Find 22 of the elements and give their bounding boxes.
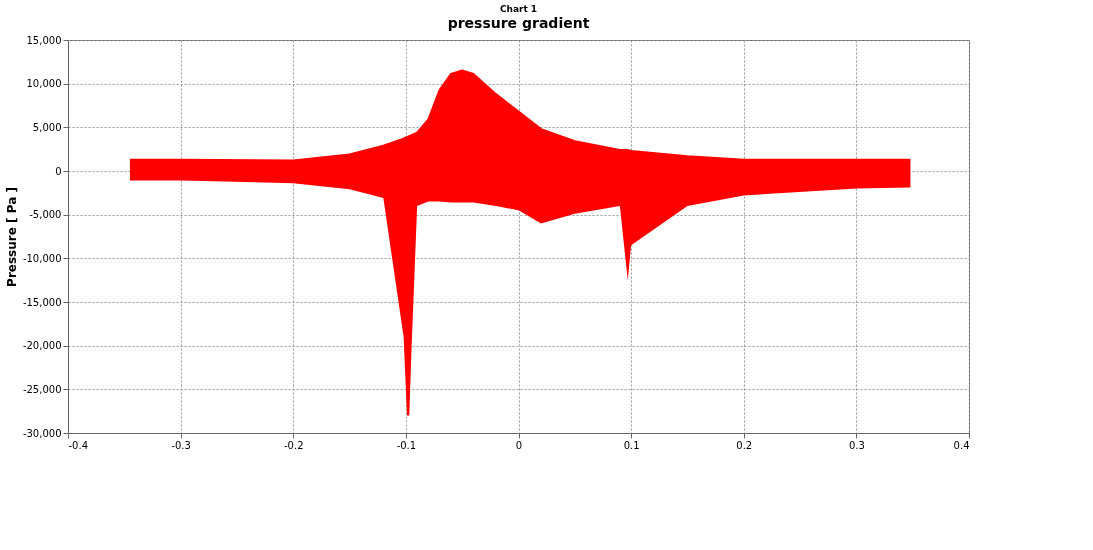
x-tick-label: 0.1	[623, 439, 640, 451]
y-tick-label: -25,000	[22, 383, 62, 395]
x-tick-label: -0.2	[283, 439, 304, 451]
y-tick-label: -5,000	[29, 209, 62, 221]
chart-title: Chart 1	[499, 4, 538, 14]
x-tick-label: 0.4	[953, 439, 970, 451]
y-tick-label: -30,000	[22, 427, 62, 439]
x-tick-label: -0.1	[396, 439, 417, 451]
x-tick-label: -0.4	[68, 439, 89, 451]
y-tick-label: 15,000	[26, 34, 62, 46]
y-tick-label: 5,000	[32, 121, 62, 133]
y-tick-label: 10,000	[26, 78, 62, 90]
x-tick-label: 0	[515, 439, 523, 451]
chart-subtitle: pressure gradient	[447, 15, 590, 31]
y-tick-label: -10,000	[22, 252, 62, 264]
y-tick-label: 0	[55, 165, 62, 177]
y-tick-label: -15,000	[22, 296, 62, 308]
x-tick-label: 0.2	[736, 439, 753, 451]
x-tick-label: 0.3	[848, 439, 865, 451]
y-axis-title: Pressure [ Pa ]	[4, 187, 19, 287]
y-tick-label: -20,000	[22, 340, 62, 352]
x-tick-label: -0.3	[171, 439, 191, 451]
